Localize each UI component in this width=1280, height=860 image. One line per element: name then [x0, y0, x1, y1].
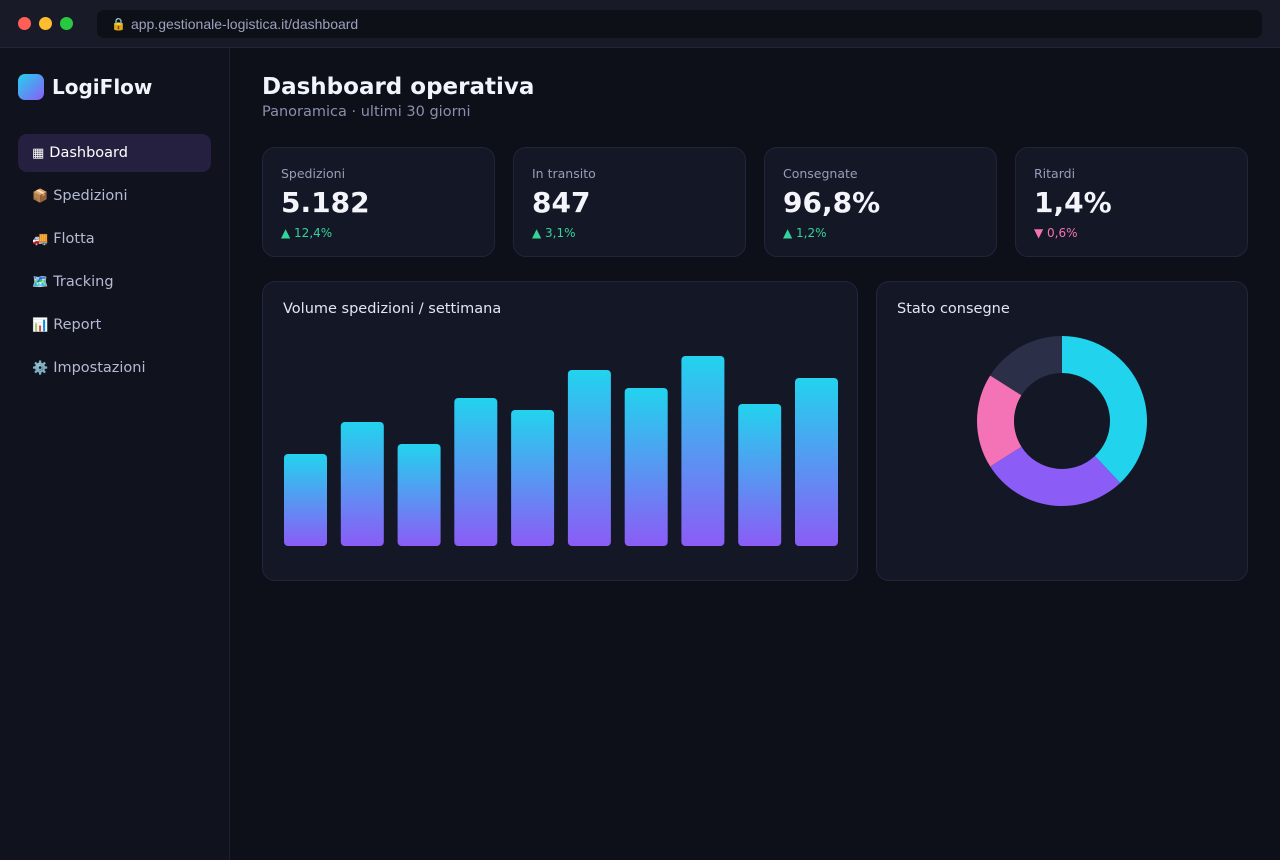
donut-chart: [976, 336, 1148, 507]
sidebar-item-report[interactable]: 📊 Report: [18, 306, 211, 344]
dashboard-grid-icon: ▦: [32, 145, 45, 161]
sidebar-nav: ▦ Dashboard 📦 Spedizioni 🚚 Flotta 🗺️ Tra…: [18, 134, 211, 392]
donut-chart-title: Stato consegne: [897, 301, 1010, 317]
donut-slice-muted[interactable]: [990, 336, 1062, 396]
sidebar-item-label: Impostazioni: [53, 360, 146, 376]
minimize-window-button[interactable]: [39, 17, 52, 30]
bar-5[interactable]: [511, 410, 555, 546]
kpi-card-in-transito[interactable]: In transito 847 ▲ 3,1%: [513, 147, 746, 257]
kpi-label: In transito: [532, 166, 596, 181]
kpi-value: 96,8%: [783, 186, 881, 219]
donut-slice-violet[interactable]: [990, 446, 1121, 507]
bar-9[interactable]: [738, 404, 782, 546]
sidebar-item-label: Tracking: [53, 274, 114, 290]
bar-8[interactable]: [681, 356, 725, 546]
kpi-value: 1,4%: [1034, 186, 1112, 219]
bar-1[interactable]: [284, 454, 327, 546]
sidebar-item-dashboard[interactable]: ▦ Dashboard: [18, 134, 211, 172]
sidebar-item-spedizioni[interactable]: 📦 Spedizioni: [18, 177, 211, 215]
bar-6[interactable]: [567, 370, 611, 546]
sidebar-item-flotta[interactable]: 🚚 Flotta: [18, 220, 211, 258]
sidebar-item-impostazioni[interactable]: ⚙️ Impostazioni: [18, 349, 211, 387]
package-icon: 📦: [32, 188, 49, 204]
bar-7[interactable]: [624, 388, 668, 546]
bar-chart: [284, 356, 838, 546]
sidebar-item-label: Report: [53, 317, 102, 333]
page-subtitle: Panoramica · ultimi 30 giorni: [262, 104, 471, 120]
logo-icon: [18, 74, 44, 100]
kpi-value: 5.182: [281, 186, 370, 219]
bar-2[interactable]: [340, 422, 384, 546]
maximize-window-button[interactable]: [60, 17, 73, 30]
url-text: app.gestionale-logistica.it/dashboard: [130, 16, 359, 32]
gear-icon: ⚙️: [32, 360, 49, 376]
bar-10[interactable]: [795, 378, 838, 546]
donut-slice-pink[interactable]: [976, 375, 1022, 467]
address-bar[interactable]: 🔒 app.gestionale-logistica.it/dashboard: [97, 10, 1262, 38]
kpi-delta: ▲ 3,1%: [532, 226, 576, 240]
sidebar-item-label: Flotta: [53, 231, 95, 247]
brand-name: LogiFlow: [52, 75, 153, 99]
shipments-volume-panel: Volume spedizioni / settimana: [262, 281, 858, 581]
delivery-status-panel: Stato consegne: [876, 281, 1248, 581]
kpi-label: Consegnate: [783, 166, 858, 181]
bar-chart-title: Volume spedizioni / settimana: [283, 301, 502, 317]
close-window-button[interactable]: [18, 17, 31, 30]
sidebar-item-label: Spedizioni: [53, 188, 128, 204]
kpi-label: Ritardi: [1034, 166, 1076, 181]
map-icon: 🗺️: [32, 274, 49, 290]
sidebar: LogiFlow ▦ Dashboard 📦 Spedizioni 🚚 Flot…: [0, 48, 230, 860]
kpi-label: Spedizioni: [281, 166, 346, 181]
lock-icon: 🔒: [111, 17, 126, 31]
brand[interactable]: LogiFlow: [18, 74, 152, 100]
bar-3[interactable]: [397, 444, 441, 546]
kpi-delta: ▼ 0,6%: [1034, 226, 1078, 240]
kpi-delta: ▲ 12,4%: [281, 226, 333, 240]
browser-chrome: 🔒 app.gestionale-logistica.it/dashboard: [0, 0, 1280, 48]
bar-4[interactable]: [454, 398, 498, 546]
kpi-card-consegnate[interactable]: Consegnate 96,8% ▲ 1,2%: [764, 147, 997, 257]
donut-slice-cyan[interactable]: [1062, 336, 1148, 483]
truck-icon: 🚚: [32, 231, 49, 247]
page-title: Dashboard operativa: [262, 74, 535, 100]
sidebar-item-label: Dashboard: [49, 145, 128, 161]
sidebar-item-tracking[interactable]: 🗺️ Tracking: [18, 263, 211, 301]
kpi-delta: ▲ 1,2%: [783, 226, 827, 240]
chart-icon: 📊: [32, 317, 49, 333]
kpi-value: 847: [532, 186, 591, 219]
kpi-card-ritardi[interactable]: Ritardi 1,4% ▼ 0,6%: [1015, 147, 1248, 257]
kpi-card-spedizioni[interactable]: Spedizioni 5.182 ▲ 12,4%: [262, 147, 495, 257]
